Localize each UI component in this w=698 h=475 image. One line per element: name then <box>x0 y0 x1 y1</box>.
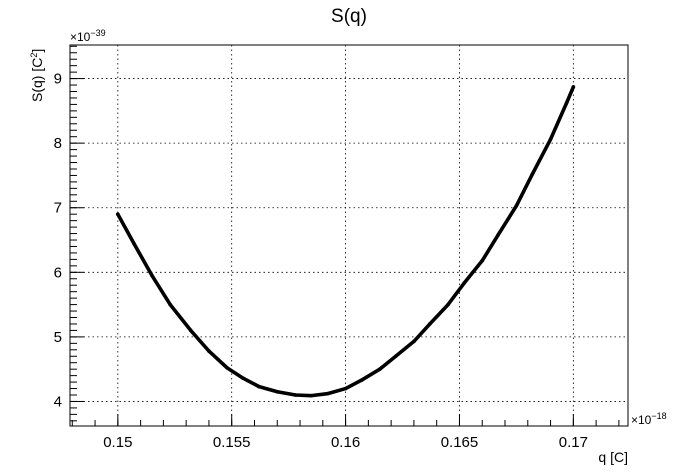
y-multiplier-exp: −39 <box>90 28 105 38</box>
y-axis-label-sup: 2 <box>29 53 39 58</box>
x-tick-label: 0.17 <box>559 434 588 451</box>
y-multiplier-base: ×10 <box>70 30 91 44</box>
x-multiplier-base: ×10 <box>631 413 652 427</box>
data-point <box>343 386 348 391</box>
data-point <box>257 384 261 389</box>
data-point <box>241 376 245 381</box>
data-point <box>412 339 416 344</box>
data-point <box>530 172 535 176</box>
x-tick-label: 0.155 <box>213 434 251 451</box>
x-multiplier-exp: −18 <box>651 411 666 421</box>
plot-frame <box>69 44 629 427</box>
y-tick-label: 8 <box>54 135 62 152</box>
data-point <box>480 258 485 263</box>
data-point <box>571 85 576 89</box>
data-point <box>150 273 154 278</box>
data-point <box>168 302 173 307</box>
data-point <box>207 349 211 353</box>
data-point <box>496 233 500 237</box>
data-point <box>514 203 519 208</box>
data-point <box>462 281 466 286</box>
label-layer: 0.15 0.155 0.16 0.165 0.17 4 5 6 7 8 9 <box>54 71 588 451</box>
y-multiplier: ×10−39 <box>70 28 106 44</box>
data-point <box>564 101 569 105</box>
data-point <box>393 354 398 359</box>
x-axis-label: q [C] <box>598 449 628 465</box>
data-point <box>309 393 314 398</box>
y-tick-label: 5 <box>54 329 62 346</box>
data-point <box>188 328 193 333</box>
tick-layer <box>70 45 620 426</box>
data-point <box>275 389 280 394</box>
y-tick-label: 7 <box>54 200 62 217</box>
x-tick-label: 0.16 <box>331 434 360 451</box>
data-point <box>446 302 450 307</box>
data-point <box>131 241 136 246</box>
data-point <box>293 393 298 397</box>
y-axis-label: S(q) [C2] <box>29 49 45 102</box>
data-point <box>225 366 229 370</box>
grid-layer <box>70 45 628 426</box>
data-point <box>116 212 120 216</box>
y-axis-label-text: S(q) [C <box>29 58 45 102</box>
data-point <box>548 137 553 142</box>
series-line <box>116 85 576 398</box>
y-axis-label-close: ] <box>29 49 45 53</box>
data-point <box>325 391 330 396</box>
x-tick-label: 0.165 <box>441 434 479 451</box>
y-tick-label: 6 <box>54 264 62 281</box>
x-multiplier: ×10−18 <box>631 411 667 427</box>
y-tick-label: 9 <box>54 71 62 88</box>
data-point <box>428 322 432 326</box>
data-point <box>359 378 364 382</box>
x-tick-label: 0.15 <box>103 434 132 451</box>
chart-title: S(q) <box>331 6 367 27</box>
y-tick-label: 4 <box>54 393 62 410</box>
data-point <box>377 367 382 371</box>
curve-layer <box>116 85 576 398</box>
